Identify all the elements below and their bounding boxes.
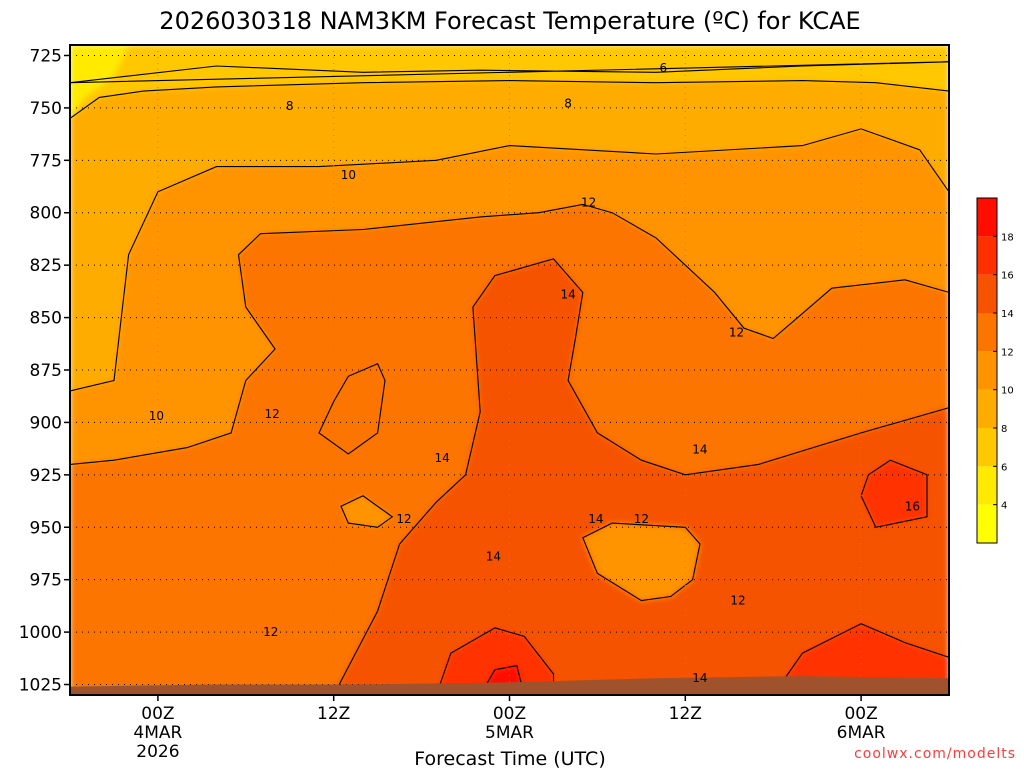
- x-tick-label: 00Z: [493, 704, 526, 724]
- contour-label: 12: [730, 594, 745, 608]
- grid-lines: [70, 45, 949, 695]
- contour-line: [340, 495, 394, 528]
- x-tick-label: 5MAR: [485, 723, 534, 743]
- contour-label: 14: [692, 671, 707, 685]
- contour-label: 10: [149, 409, 164, 423]
- colorbar-swatch: [977, 389, 997, 428]
- x-tick-label: 12Z: [317, 704, 350, 724]
- colorbar-swatch: [977, 236, 997, 275]
- colorbar-frame: [976, 197, 998, 544]
- contour-line: [479, 664, 525, 695]
- y-tick-label: 750: [30, 99, 62, 119]
- y-tick-label: 1000: [19, 623, 62, 643]
- contour-label: 12: [265, 407, 280, 421]
- x-tick-label: 4MAR: [133, 723, 182, 743]
- y-tick-label: 850: [30, 309, 62, 329]
- contour-label: 14: [588, 512, 603, 526]
- colorbar-swatch: [977, 351, 997, 390]
- contour-lines: [70, 61, 949, 695]
- credit-text: coolwx.com/modelts: [854, 746, 1016, 762]
- contour-label: 12: [634, 512, 649, 526]
- contour-label: 8: [286, 99, 294, 113]
- y-tick-label: 825: [30, 256, 62, 276]
- contour-label: 16: [905, 499, 920, 513]
- y-tick-label: 1025: [19, 676, 62, 696]
- colorbar-swatch: [977, 274, 997, 313]
- y-tick-label: 875: [30, 361, 62, 381]
- colorbar-swatch: [977, 504, 997, 543]
- y-tick-label: 925: [30, 466, 62, 486]
- contour-label: 12: [263, 625, 278, 639]
- contour-line: [772, 623, 949, 695]
- contour-line: [70, 80, 949, 695]
- x-tick-label: 00Z: [141, 704, 174, 724]
- colorbar-swatch: [977, 428, 997, 467]
- colorbar-swatch: [977, 313, 997, 352]
- terrain-ground: [70, 676, 949, 695]
- band-16-18: [861, 460, 927, 528]
- contour-label: 8: [564, 97, 572, 111]
- contour-line: [582, 522, 701, 602]
- band-14-16: [333, 258, 949, 695]
- x-tick-label: 2026: [136, 742, 179, 762]
- contour-label: 6: [660, 61, 668, 75]
- y-tick-label: 800: [30, 204, 62, 224]
- contour-label: 12: [581, 195, 596, 209]
- contour-label: 14: [434, 451, 449, 465]
- terrain-surface: [70, 676, 949, 695]
- colorbar-swatch: [977, 198, 997, 237]
- y-tick-label: 975: [30, 571, 62, 591]
- colorbar-tick-label: 8: [1001, 424, 1007, 435]
- contour-line: [318, 362, 386, 455]
- plot-area: [70, 45, 949, 695]
- colorbar-tick-label: 6: [1001, 462, 1007, 473]
- colorbar: 4 6 8 10 12 14 16 18: [976, 197, 1014, 544]
- colorbar-tick-label: 18: [1001, 232, 1014, 243]
- x-axis-label: Forecast Time (UTC): [414, 748, 605, 768]
- contour-label: 12: [396, 512, 411, 526]
- colorbar-tick-label: 16: [1001, 271, 1014, 282]
- colorbar-tick-label: 10: [1001, 386, 1014, 397]
- band-10-12: [582, 523, 700, 601]
- colorbar-tick-label: 14: [1001, 309, 1014, 320]
- contour-label: 14: [692, 443, 707, 457]
- contour-line: [435, 627, 555, 695]
- band-10-12: [341, 495, 393, 528]
- colorbar-tick-label: 12: [1001, 347, 1014, 358]
- colorbar-swatch: [977, 466, 997, 505]
- colorbar-tick-label: 4: [1001, 501, 1007, 512]
- contour-label: 12: [729, 325, 744, 339]
- contour-labels: 6 8 8 10 12 14 12 10 12 14 14 14 12 12 14 12 16 12 14: [149, 61, 920, 685]
- x-tick-label: 00Z: [844, 704, 877, 724]
- contour-label: 10: [341, 168, 356, 182]
- contour-line: [333, 258, 949, 695]
- y-axis: 725 750 775 800 825 850 875 900 925 950 975 1000 102…: [19, 46, 70, 696]
- y-tick-label: 900: [30, 413, 62, 433]
- band-16-18: [436, 627, 554, 695]
- contour-line: [70, 61, 949, 84]
- contour-label: 14: [560, 288, 575, 302]
- contour-label: 14: [486, 550, 501, 564]
- chart-title: 2026030318 NAM3KM Forecast Temperature (…: [159, 7, 860, 35]
- band-12-14: [319, 363, 385, 454]
- x-tick-label: 12Z: [669, 704, 702, 724]
- x-tick-label: 6MAR: [837, 723, 886, 743]
- y-tick-label: 950: [30, 518, 62, 538]
- contour-line: [70, 203, 949, 695]
- y-tick-label: 725: [30, 46, 62, 66]
- contour-line: [70, 128, 949, 695]
- y-tick-label: 775: [30, 151, 62, 171]
